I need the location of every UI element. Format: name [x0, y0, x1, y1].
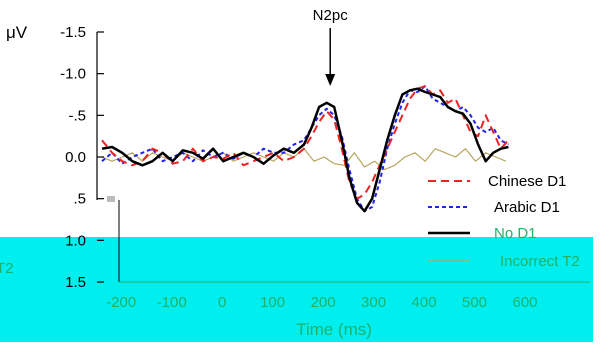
axis-marker — [107, 196, 115, 202]
series-line-chinese-d1 — [101, 85, 510, 200]
x-tick-label: 200 — [311, 294, 336, 311]
x-tick-label: 500 — [462, 294, 487, 311]
legend-label: No D1 — [494, 225, 537, 242]
x-tick-label: 300 — [361, 294, 386, 311]
y-unit-label: μV — [6, 23, 28, 42]
legend-label: Arabic D1 — [494, 199, 560, 216]
y-tick-label: -.5 — [68, 107, 86, 124]
y-tick-label: 1.5 — [65, 274, 86, 291]
y-tick-label: 1.0 — [65, 232, 86, 249]
x-axis-title: Time (ms) — [296, 320, 372, 339]
x-tick-label: 600 — [512, 294, 537, 311]
x-tick-label: 400 — [412, 294, 437, 311]
x-tick-label: 100 — [260, 294, 285, 311]
y-tick-label: 0.0 — [65, 149, 86, 166]
x-tick-label: -200 — [106, 294, 136, 311]
edge-text-fragment: T2 — [0, 260, 14, 277]
series-layer — [101, 85, 510, 213]
series-line-no-d1 — [101, 87, 509, 213]
y-tick-label: .5 — [73, 191, 86, 208]
axis-layer: -1.5 -1.0 -.5 0.0 .5 1.0 1.5 μV N2pc -200 -100 0 100… — [6, 7, 590, 339]
legend-label: Chinese D1 — [488, 173, 566, 190]
cyan-overlay-block — [0, 237, 593, 342]
x-tick-label: 0 — [218, 294, 226, 311]
overlay-layer: T2 — [0, 237, 593, 342]
n2pc-arrow-head — [325, 74, 336, 86]
legend-label: Incorrect T2 — [500, 253, 580, 270]
x-tick-label: -100 — [157, 294, 187, 311]
y-tick-label: -1.0 — [60, 66, 86, 83]
legend: Chinese D1 Arabic D1 No D1 Incorrect T2 — [428, 173, 580, 270]
n2pc-annotation-label: N2pc — [313, 7, 349, 24]
y-tick-label: -1.5 — [60, 24, 86, 41]
